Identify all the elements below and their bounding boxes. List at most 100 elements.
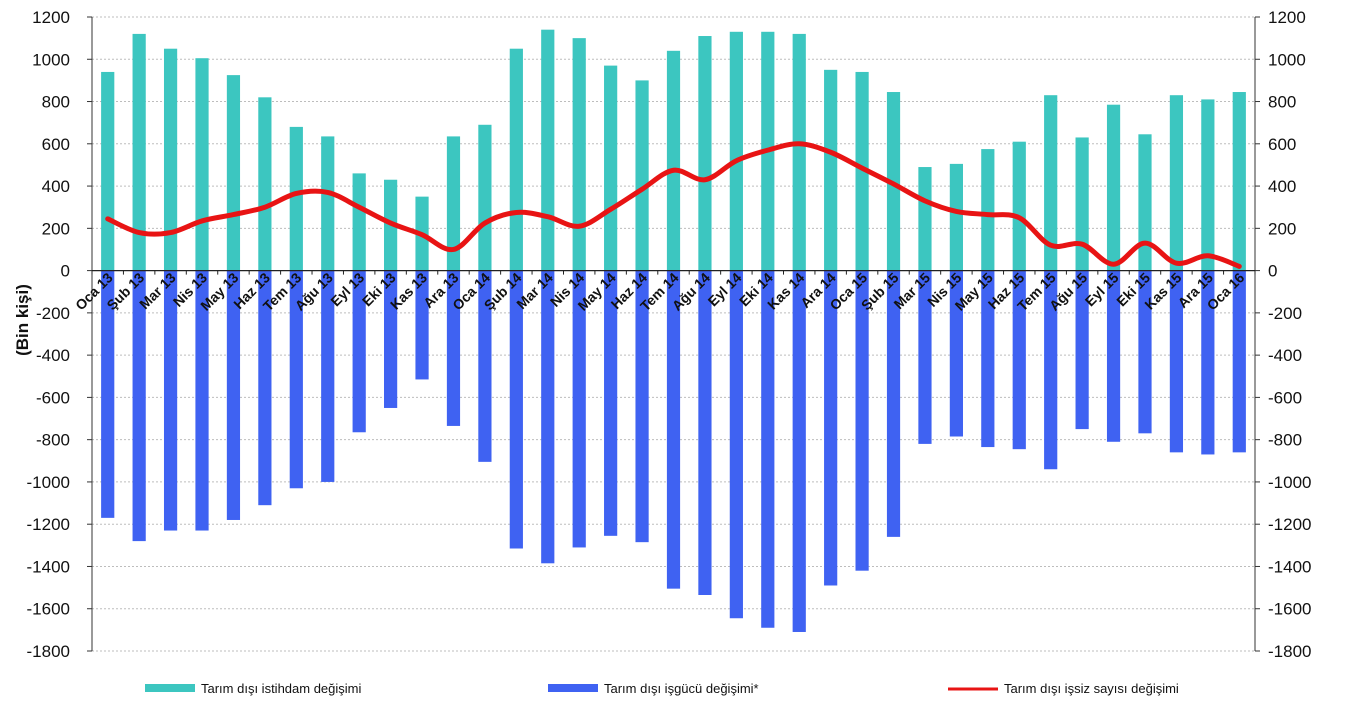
y-tick-label-left: -600 [36, 388, 70, 407]
bar-employment [258, 97, 272, 271]
bar-labor-force [132, 270, 146, 542]
bar-labor-force [478, 270, 492, 462]
bar-employment [918, 167, 932, 271]
y-tick-label-left: -1200 [27, 515, 70, 534]
bar-employment [1201, 99, 1215, 271]
bar-labor-force [792, 270, 806, 632]
bar-labor-force [415, 270, 429, 380]
bar-employment [1232, 92, 1246, 271]
bar-labor-force [226, 270, 241, 520]
y-axis-title: (Bin kişi) [13, 284, 32, 356]
y-tick-label-left: -1000 [27, 473, 70, 492]
bar-employment [289, 126, 303, 271]
bar-labor-force [352, 270, 366, 433]
legend-label-unemployed: Tarım dışı işsiz sayısı değişimi [1004, 681, 1179, 696]
bar-employment [981, 149, 995, 271]
y-tick-label-right: 600 [1268, 135, 1296, 154]
bar-labor-force [1012, 270, 1026, 450]
bar-employment [101, 71, 115, 271]
y-tick-label-right: -600 [1268, 388, 1302, 407]
legend-item-employment: Tarım dışı istihdam değişimi [145, 681, 361, 696]
bar-labor-force [981, 270, 995, 448]
y-tick-label-right: -1000 [1268, 473, 1311, 492]
bar-employment [824, 69, 838, 271]
bar-labor-force [1169, 270, 1184, 453]
legend-item-unemployed: Tarım dışı işsiz sayısı değişimi [948, 681, 1179, 696]
bar-labor-force [572, 270, 586, 548]
y-tick-label-right: -800 [1268, 431, 1302, 450]
y-tick-label-left: -1400 [27, 557, 70, 576]
bar-employment [604, 65, 618, 271]
bar-employment [509, 48, 523, 271]
bar-employment [446, 136, 461, 271]
legend-swatch-labor-force [548, 684, 598, 692]
y-tick-label-right: -1400 [1268, 557, 1311, 576]
bar-labor-force [698, 270, 712, 595]
y-tick-label-left: 1000 [32, 50, 70, 69]
bar-labor-force [824, 270, 838, 586]
bar-employment [949, 163, 963, 271]
bar-labor-force [258, 270, 272, 506]
bar-employment [163, 48, 178, 271]
bar-labor-force [321, 270, 335, 482]
bar-labor-force [101, 270, 115, 518]
line-unemployed [105, 141, 1242, 269]
y-tick-label-left: -1800 [27, 642, 70, 661]
y-tick-label-right: -200 [1268, 304, 1302, 323]
legend: Tarım dışı istihdam değişimi Tarım dışı … [145, 681, 1179, 696]
bar-employment [195, 58, 209, 271]
bar-employment [1075, 137, 1089, 271]
bar-employment [572, 38, 586, 271]
bar-labor-force [949, 270, 963, 437]
bars [101, 29, 1246, 632]
y-tick-label-right: -1200 [1268, 515, 1311, 534]
bar-labor-force [886, 270, 901, 537]
bar-labor-force [1106, 270, 1121, 442]
bar-employment [478, 124, 492, 271]
y-tick-label-left: -200 [36, 304, 70, 323]
legend-label-labor-force: Tarım dışı işgücü değişimi* [604, 681, 759, 696]
bar-employment [1169, 95, 1184, 271]
bar-labor-force [1044, 270, 1058, 470]
y-tick-label-left: 800 [42, 93, 70, 112]
y-tick-label-right: 1200 [1268, 8, 1306, 27]
bar-employment [1044, 95, 1058, 271]
bar-employment [698, 36, 712, 271]
y-tick-label-right: 0 [1268, 262, 1277, 281]
bar-employment [1012, 141, 1026, 271]
bar-labor-force [855, 270, 869, 571]
bar-labor-force [1201, 270, 1215, 455]
bar-employment [132, 33, 146, 271]
y-tick-label-left: 400 [42, 177, 70, 196]
bar-labor-force [729, 270, 743, 619]
bar-employment [666, 50, 681, 271]
legend-item-labor-force: Tarım dışı işgücü değişimi* [548, 681, 759, 696]
y-tick-label-right: 800 [1268, 93, 1296, 112]
bar-employment [635, 80, 649, 271]
bar-employment [226, 75, 241, 271]
bar-labor-force [541, 270, 555, 564]
bar-labor-force [195, 270, 209, 531]
y-tick-label-left: 1200 [32, 8, 70, 27]
bar-labor-force [1232, 270, 1246, 453]
y-tick-label-right: -1600 [1268, 600, 1311, 619]
bar-labor-force [446, 270, 461, 426]
y-tick-label-right: 200 [1268, 219, 1296, 238]
bar-labor-force [509, 270, 523, 549]
bar-employment [1106, 104, 1121, 271]
bar-labor-force [761, 270, 775, 628]
y-tick-label-left: 0 [61, 262, 70, 281]
bar-employment [729, 31, 743, 271]
tick-labels: 1200 1000 800 600 400 200 0 -200 -400 -600 -800 -10… [27, 8, 1312, 661]
y-tick-label-left: -400 [36, 346, 70, 365]
bar-employment [855, 71, 869, 271]
bar-labor-force [163, 270, 178, 531]
y-tick-label-right: -400 [1268, 346, 1302, 365]
y-tick-label-left: -1600 [27, 600, 70, 619]
bar-labor-force [1075, 270, 1089, 430]
axes [87, 16, 1260, 652]
bar-employment [321, 136, 335, 271]
